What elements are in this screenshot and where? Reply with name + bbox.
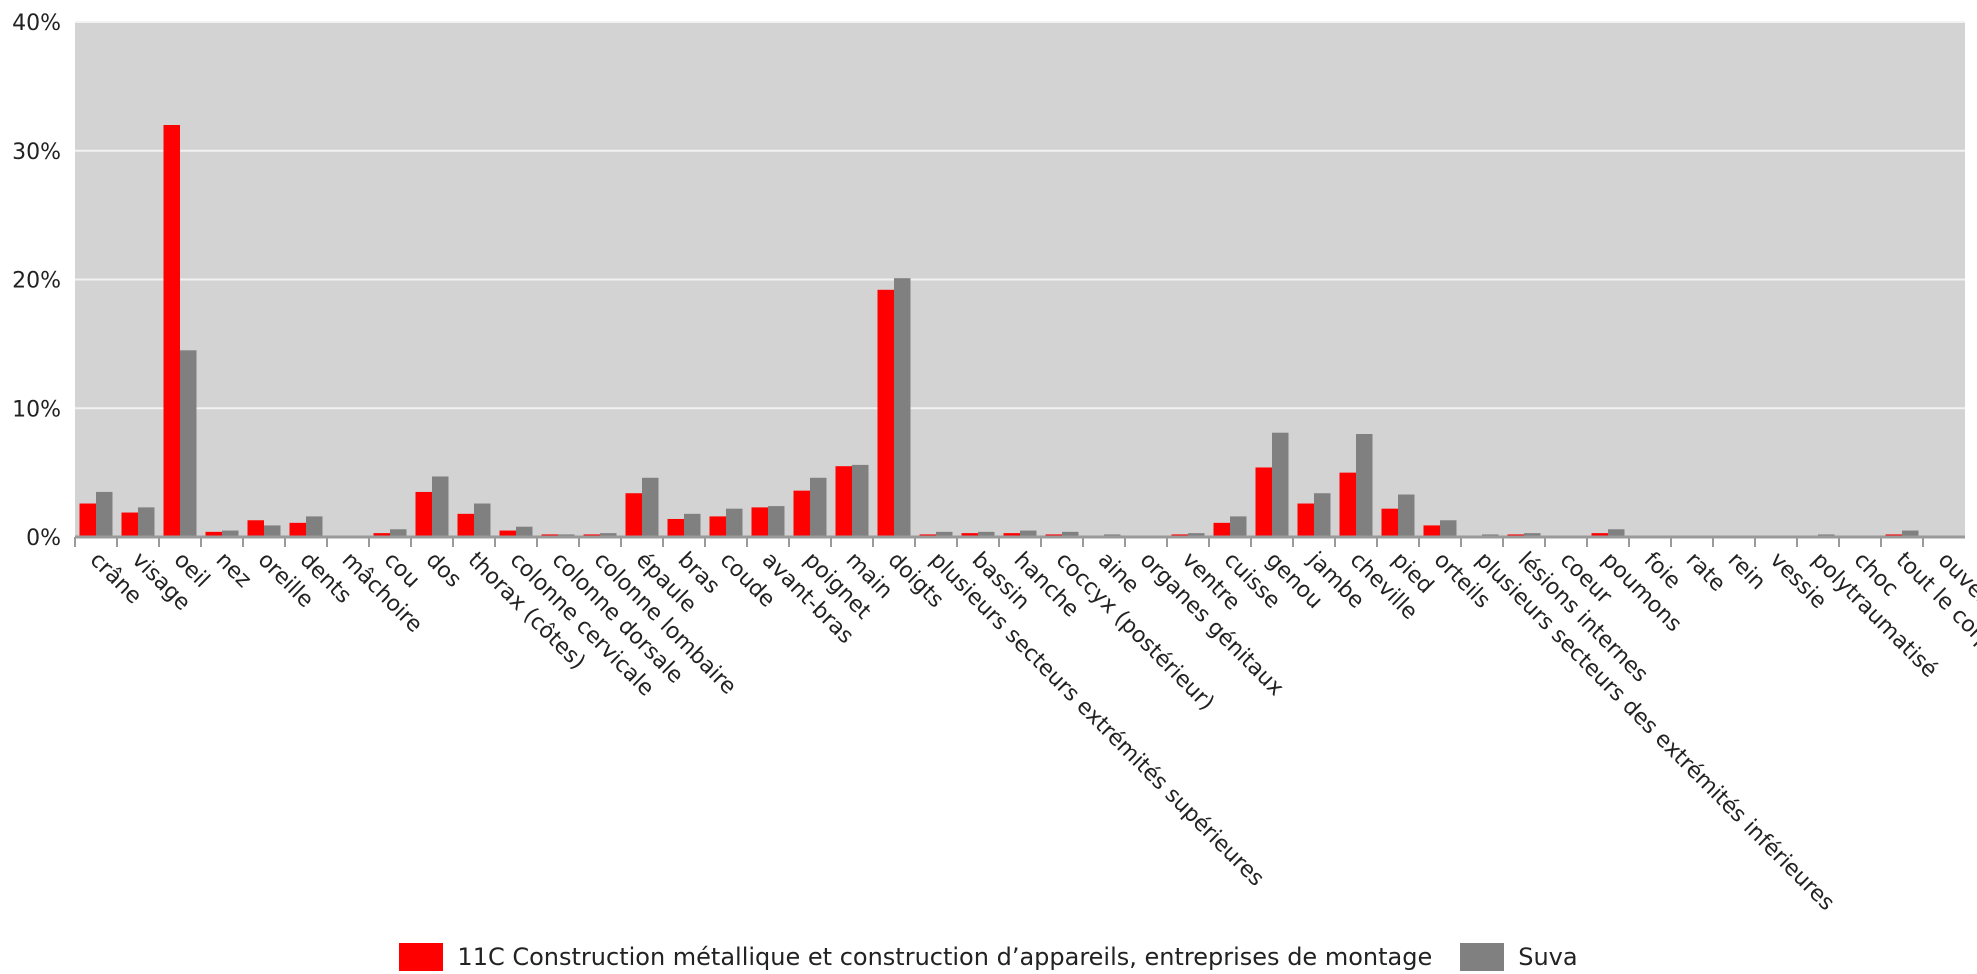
bar-series-2 [894, 278, 911, 537]
bar-series-1 [1591, 533, 1608, 537]
bar-series-2 [1608, 529, 1625, 537]
x-tick-label: rate [1681, 548, 1730, 597]
bar-series-2 [1020, 530, 1037, 537]
bar-series-2 [474, 503, 491, 537]
bar-series-2 [684, 513, 701, 537]
bar-series-1 [751, 507, 768, 537]
bar-series-1 [121, 512, 138, 537]
bar-series-1 [1255, 467, 1272, 537]
bar-series-2 [1062, 531, 1079, 537]
bar-series-2 [1440, 520, 1457, 537]
legend-item-series-2: Suva [1460, 943, 1578, 971]
bar-series-1 [1213, 522, 1230, 537]
bar-series-2 [432, 476, 449, 537]
bar-series-2 [936, 531, 953, 537]
bar-series-1 [667, 518, 684, 537]
bar-series-1 [163, 125, 180, 537]
bar-series-2 [1314, 493, 1331, 537]
bar-series-2 [180, 350, 197, 537]
bar-series-2 [264, 525, 281, 537]
bar-chart: 0%10%20%30%40%crânevisageoeilnezoreilled… [12, 11, 1977, 916]
x-tick-label: nez [211, 548, 256, 593]
bar-series-1 [457, 513, 474, 537]
bar-series-2 [222, 530, 239, 537]
bar-series-1 [625, 493, 642, 537]
bar-series-2 [1524, 533, 1541, 537]
y-tick-label: 40% [12, 11, 61, 36]
bar-series-1 [373, 533, 390, 537]
legend-item-series-1: 11C Construction métallique et construct… [399, 943, 1432, 971]
bar-series-1 [1003, 533, 1020, 537]
bar-series-2 [642, 477, 659, 537]
bar-series-1 [1297, 503, 1314, 537]
legend-label-series-2: Suva [1518, 943, 1578, 971]
bar-series-1 [1381, 508, 1398, 537]
bar-series-1 [415, 491, 432, 537]
bar-series-1 [793, 490, 810, 537]
y-tick-label: 30% [12, 140, 61, 165]
bar-series-2 [1398, 494, 1415, 537]
y-tick-label: 10% [12, 397, 61, 422]
y-tick-label: 0% [26, 526, 61, 551]
bar-series-1 [79, 503, 96, 537]
bar-series-1 [961, 533, 978, 537]
x-tick-label: rein [1723, 548, 1770, 595]
bar-series-2 [516, 526, 533, 537]
legend-label-series-1: 11C Construction métallique et construct… [457, 943, 1433, 971]
x-tick-label: dos [421, 548, 466, 593]
bar-series-1 [835, 466, 852, 537]
bar-series-2 [1356, 434, 1373, 537]
bar-series-2 [1272, 432, 1289, 537]
bar-series-2 [600, 533, 617, 537]
bar-series-1 [205, 531, 222, 537]
y-tick-label: 20% [12, 269, 61, 294]
legend-swatch-series-2 [1460, 943, 1505, 971]
bar-series-2 [138, 507, 155, 537]
bar-series-1 [289, 522, 306, 537]
bar-series-1 [1339, 472, 1356, 538]
bar-series-2 [852, 464, 869, 537]
legend: 11C Construction métallique et construct… [0, 943, 1977, 971]
bar-series-2 [768, 506, 785, 537]
bar-series-2 [1188, 533, 1205, 537]
bar-series-2 [96, 491, 113, 537]
bar-series-1 [709, 516, 726, 537]
bar-series-2 [390, 529, 407, 537]
bar-series-1 [247, 520, 264, 537]
bar-series-1 [877, 289, 894, 537]
bar-series-1 [1423, 525, 1440, 537]
bar-series-2 [978, 531, 995, 537]
bar-series-2 [810, 477, 827, 537]
bar-series-2 [1230, 516, 1247, 537]
bar-series-2 [726, 508, 743, 537]
legend-swatch-series-1 [399, 943, 444, 971]
bar-series-1 [499, 530, 516, 537]
bar-series-2 [306, 516, 323, 537]
bar-series-2 [1902, 530, 1919, 537]
